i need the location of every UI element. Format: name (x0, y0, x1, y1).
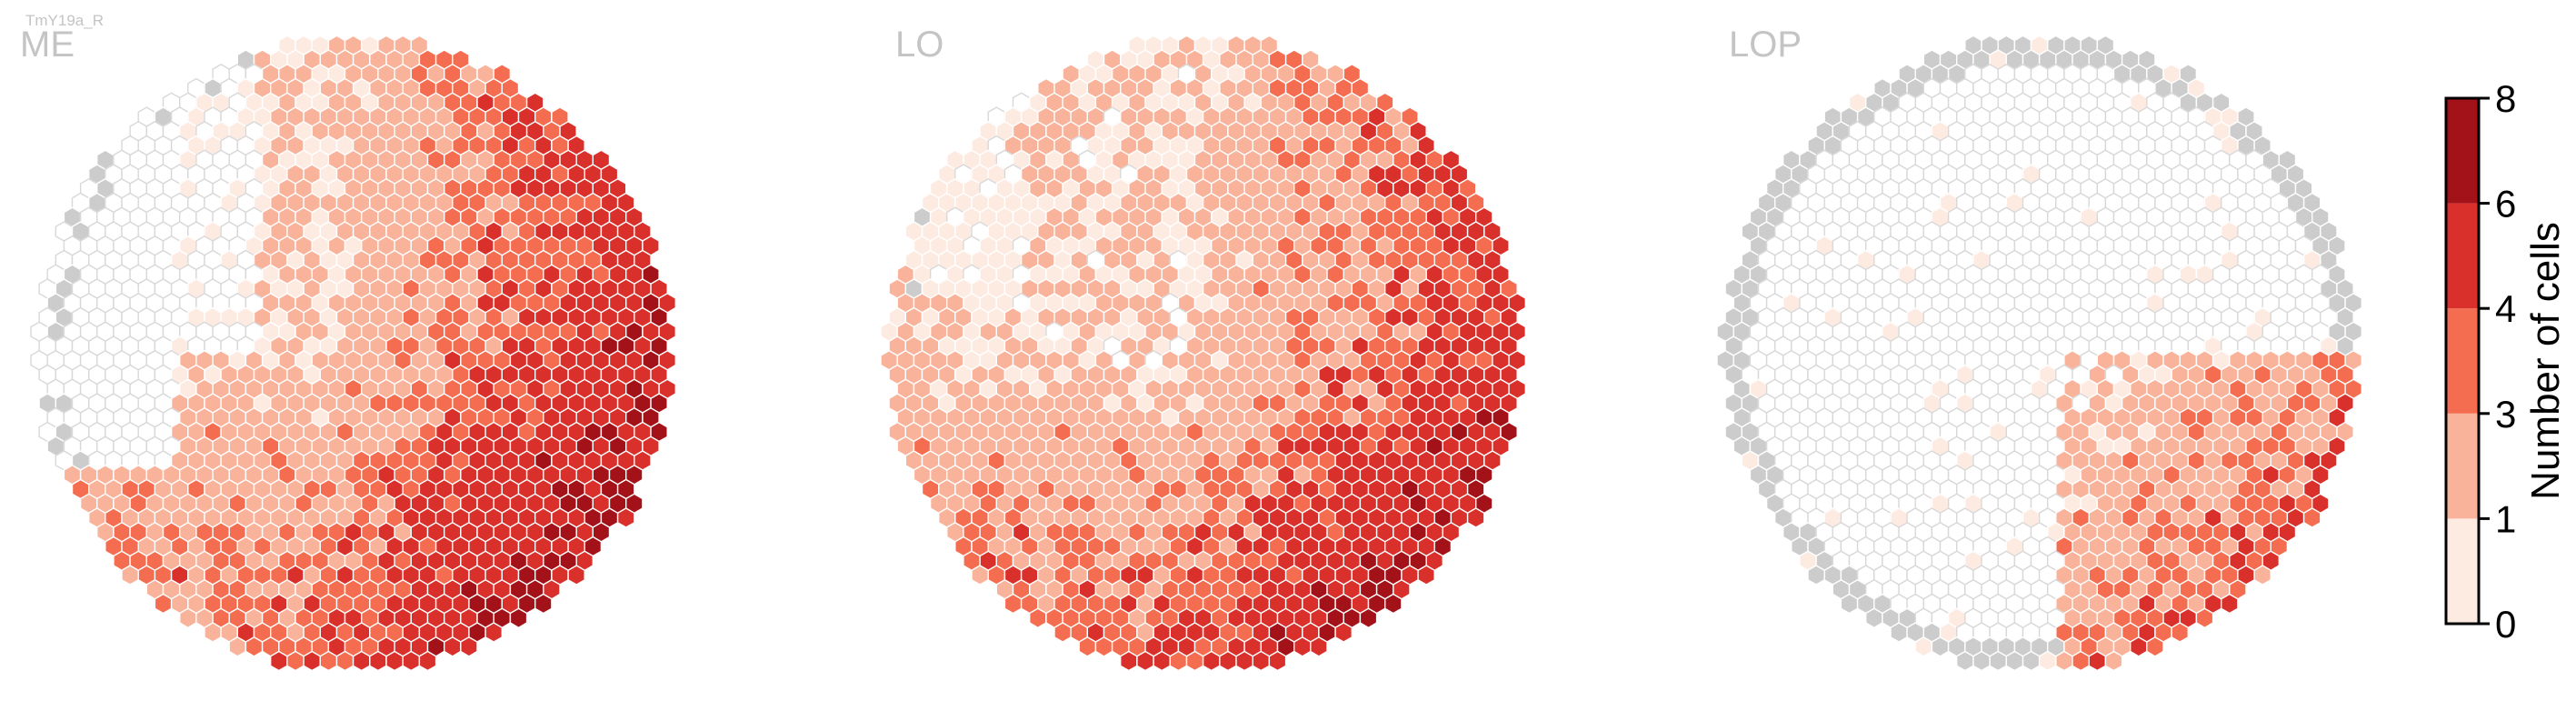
hex-column (1931, 636, 1950, 657)
hex-column (616, 507, 635, 528)
hex-column (2005, 650, 2024, 672)
hex-column (2022, 650, 2041, 672)
colorbar-band (2446, 308, 2479, 414)
colorbar-tick-label: 6 (2495, 183, 2516, 225)
hex-column (245, 636, 264, 657)
colorbar-ticks: 0 1 3 4 6 8 (2479, 77, 2516, 646)
colorbar-band (2446, 413, 2479, 519)
hex-column (1003, 593, 1023, 615)
colorbar-tick-label: 0 (2495, 603, 2516, 646)
hex-column (1914, 636, 1933, 657)
hex-column (1972, 650, 1991, 672)
hex-column (204, 622, 222, 643)
hex-column (369, 650, 387, 672)
colorbar-tick-label: 8 (2495, 77, 2516, 120)
hex-column (2038, 650, 2057, 672)
hex-column (2171, 622, 2190, 643)
hex-column (1310, 636, 1328, 657)
hex-column (1268, 650, 1287, 672)
hex-column (1989, 650, 2008, 672)
hex-column (1028, 607, 1047, 629)
hex-column (121, 565, 139, 586)
hex-column (2220, 593, 2239, 615)
hex-column (418, 650, 437, 672)
hex-column (2055, 650, 2073, 672)
panel-lop: LOP (1716, 25, 2363, 672)
hex-column (1119, 650, 1138, 672)
hex-column (2302, 507, 2321, 528)
hex-column (2129, 636, 2148, 657)
figure-supertitle: TmY19a_R (25, 12, 104, 29)
hex-column (319, 650, 338, 672)
hex-column (1053, 622, 1072, 643)
hex-column (1202, 650, 1221, 672)
hex-grid-lop (1716, 35, 2363, 672)
hex-column (2072, 650, 2090, 672)
panel-title-lop: LOP (1729, 25, 1802, 65)
hex-column (2253, 565, 2271, 586)
hex-column (385, 650, 404, 672)
hex-column (1153, 650, 1172, 672)
hex-column (484, 622, 503, 643)
hex-column (1807, 565, 1825, 586)
colorbar-tick-label: 3 (2495, 393, 2516, 436)
hex-column (1359, 607, 1378, 629)
colorbar-band (2446, 203, 2479, 309)
colorbar: 0 1 3 4 6 8 Number of cells (2444, 77, 2568, 646)
colorbar-bands (2446, 98, 2479, 624)
hex-column (1169, 650, 1188, 672)
hex-column (1840, 593, 1859, 615)
panel-me: ME (20, 25, 676, 672)
hex-column (1252, 650, 1271, 672)
hex-column (1383, 593, 1403, 615)
hex-column (1136, 650, 1154, 672)
hex-column (460, 636, 478, 657)
hex-column (228, 636, 247, 657)
hex-column (1334, 622, 1353, 643)
hex-column (509, 607, 528, 629)
panel-lo: LO (880, 25, 1527, 672)
hex-column (1890, 622, 1908, 643)
hex-column (178, 607, 197, 629)
hex-column (1235, 650, 1253, 672)
hex-column (154, 593, 173, 615)
colorbar-tick-label: 1 (2495, 497, 2516, 540)
hex-column (1078, 636, 1097, 657)
panel-title-lo: LO (895, 25, 944, 65)
colorbar-tick-label: 4 (2495, 287, 2516, 330)
hex-column (270, 650, 288, 672)
hex-grid-lo (880, 35, 1527, 672)
hex-column (402, 650, 421, 672)
hex-column (2146, 636, 2164, 657)
hex-column (1094, 636, 1113, 657)
hex-column (971, 565, 989, 586)
hex-column (2088, 650, 2107, 672)
colorbar-label: Number of cells (2523, 222, 2568, 500)
hex-column (1955, 650, 1974, 672)
hex-column (2104, 650, 2123, 672)
hex-column (534, 593, 553, 615)
hex-column (1864, 607, 1883, 629)
hex-column (352, 650, 371, 672)
hex-column (303, 650, 321, 672)
hex-column (567, 565, 585, 586)
colorbar-band (2446, 98, 2479, 204)
hex-column (1293, 636, 1312, 657)
hex-column (444, 636, 462, 657)
hex-column (1417, 565, 1435, 586)
hex-column (335, 650, 354, 672)
hex-column (1466, 507, 1485, 528)
panel-title-me: ME (20, 25, 75, 65)
colorbar-band (2446, 518, 2479, 624)
hex-column (1219, 650, 1237, 672)
hex-column (286, 650, 305, 672)
hex-column (1185, 650, 1204, 672)
hex-grid-me (30, 35, 676, 672)
hex-column (2195, 607, 2214, 629)
